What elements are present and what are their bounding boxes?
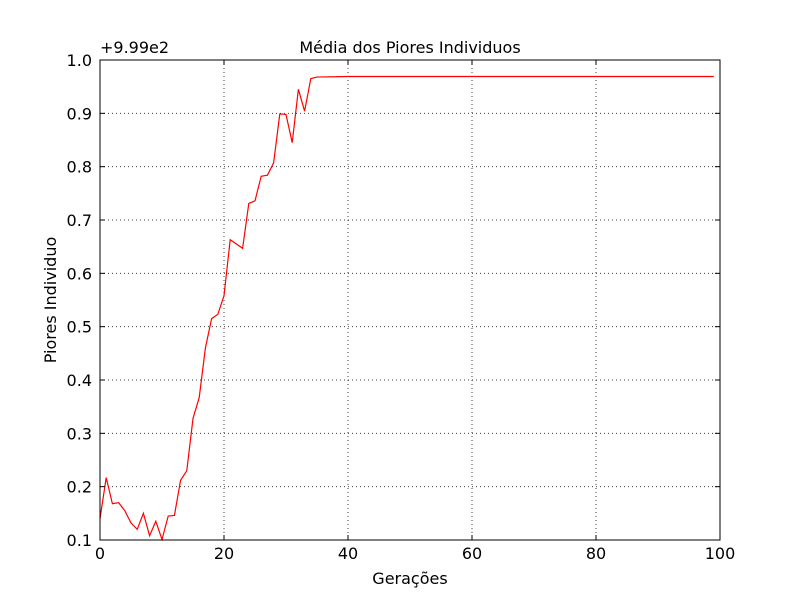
y-tick-label: 0.2	[67, 478, 92, 497]
y-tick-label: 0.5	[67, 318, 92, 337]
plot-frame	[99, 59, 721, 541]
y-axis-title: Piores Individuo	[41, 237, 60, 363]
plot-area	[100, 60, 720, 540]
y-offset-label: +9.99e2	[100, 38, 169, 57]
y-tick-label: 0.7	[67, 211, 92, 230]
y-tick-label: 0.9	[67, 104, 92, 123]
x-tick-label: 60	[462, 544, 482, 563]
grid	[100, 60, 720, 540]
x-tick-label: 80	[586, 544, 606, 563]
y-tick-label: 0.6	[67, 264, 92, 283]
y-tick-label: 0.8	[67, 158, 92, 177]
x-tick-label: 100	[705, 544, 736, 563]
y-tick-label: 0.4	[67, 371, 92, 390]
y-tick-label: 0.3	[67, 424, 92, 443]
x-tick-label: 0	[95, 544, 105, 563]
ticks: 0 20 40 60 80 100 0.1 0.2 0.3 0.4 0.5 0.6 0.7 0.8 0.9 1…	[67, 51, 736, 563]
chart-title: Média dos Piores Individuos	[299, 38, 520, 57]
series-group	[99, 75, 714, 542]
y-tick-label: 1.0	[67, 51, 92, 70]
y-tick-label: 0.1	[67, 531, 92, 550]
x-axis-title: Gerações	[372, 569, 447, 588]
series-line	[99, 75, 714, 542]
x-tick-label: 20	[214, 544, 234, 563]
x-tick-label: 40	[338, 544, 358, 563]
